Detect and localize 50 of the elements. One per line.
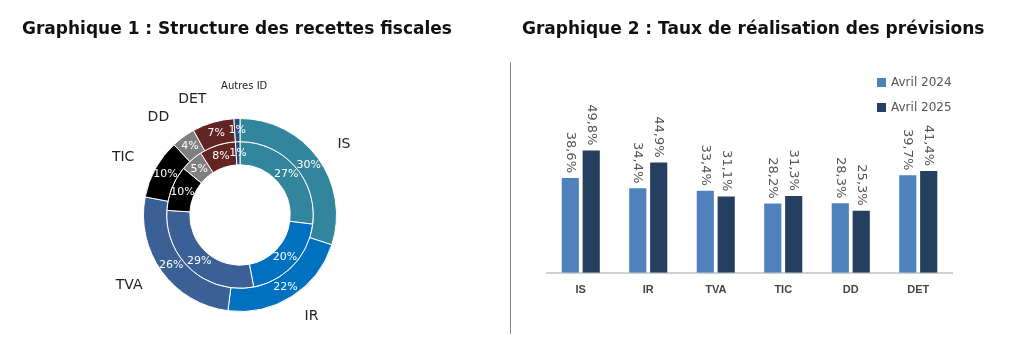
- bar: [764, 203, 782, 273]
- slice-label: DD: [147, 108, 170, 125]
- x-tick-label: DD: [842, 283, 859, 296]
- chart-title: Graphique 2 : Taux de réalisation des prévisions: [522, 18, 985, 38]
- x-tick-label: TIC: [774, 283, 793, 296]
- slice-label: DET: [178, 89, 207, 106]
- slice-label: Autres ID: [221, 80, 268, 92]
- bar: [899, 175, 917, 273]
- data-label: 20%: [272, 250, 298, 264]
- x-tick-label: IS: [575, 283, 586, 296]
- data-label: 41,4%: [922, 124, 938, 167]
- data-label: 26%: [159, 257, 184, 271]
- data-label: 8%: [212, 149, 230, 163]
- data-label: 39,7%: [901, 128, 917, 171]
- chart-title: Graphique 1 : Structure des recettes fiscales: [22, 18, 452, 38]
- slice-label: IR: [304, 307, 319, 324]
- data-label: 49,8%: [584, 104, 600, 146]
- data-label: 38,6%: [563, 131, 579, 173]
- data-label: 7%: [207, 126, 226, 140]
- bar: [831, 203, 849, 273]
- x-tick-label: IR: [642, 283, 654, 296]
- data-label: 4%: [181, 139, 199, 153]
- data-label: 34,4%: [631, 142, 647, 184]
- x-tick-label: TVA: [705, 283, 727, 296]
- bar: [717, 196, 735, 273]
- data-label: 25,3%: [854, 164, 870, 206]
- legend-label: Avril 2025: [891, 100, 952, 114]
- data-label: 22%: [273, 279, 298, 293]
- data-label: 33,4%: [698, 144, 714, 186]
- slice-label: IS: [337, 134, 351, 151]
- data-label: 31,1%: [719, 150, 735, 192]
- bar: [852, 210, 870, 273]
- bar: [629, 188, 647, 273]
- data-label: 28,2%: [766, 157, 782, 199]
- slice-label: TIC: [110, 147, 135, 164]
- x-tick-label: DET: [907, 283, 930, 296]
- bar: [785, 195, 803, 273]
- data-label: 29%: [186, 254, 212, 268]
- data-label: 10%: [170, 185, 195, 199]
- bar: [920, 171, 938, 273]
- data-label: 44,9%: [652, 116, 668, 158]
- bar: [696, 190, 714, 273]
- bar: [582, 150, 600, 273]
- bar: [650, 162, 668, 273]
- legend-label: Avril 2024: [891, 75, 952, 89]
- data-label: 5%: [190, 161, 208, 175]
- data-label: 31,3%: [787, 149, 803, 191]
- data-label: 28,3%: [833, 156, 849, 199]
- bar: [561, 178, 579, 273]
- data-label: 10%: [153, 166, 178, 180]
